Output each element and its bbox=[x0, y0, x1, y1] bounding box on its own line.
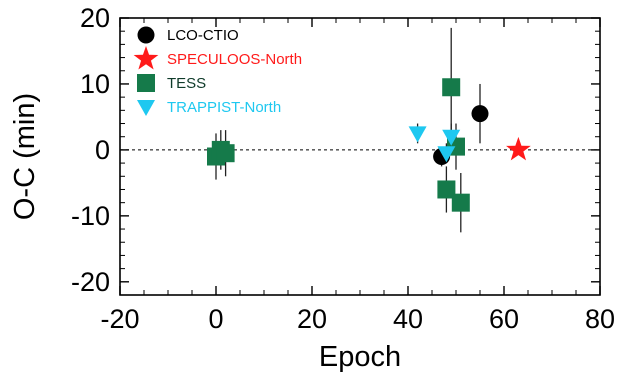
y-tick-label: 20 bbox=[80, 3, 110, 33]
x-axis-title: Epoch bbox=[319, 341, 401, 373]
y-tick-label: -20 bbox=[71, 267, 110, 297]
x-tick-label: 80 bbox=[585, 304, 615, 334]
tick-layer: -20 0 20 40 60 80 -20 -10 0 10 20 bbox=[71, 3, 615, 334]
legend-marker-speculoos-north bbox=[133, 46, 159, 70]
y-axis-title: O-C (min) bbox=[9, 93, 41, 220]
trappist-north-point bbox=[437, 146, 456, 163]
tess-point bbox=[437, 180, 456, 199]
trappist-north-point bbox=[442, 129, 461, 146]
tess-point bbox=[451, 193, 470, 212]
legend-label-tess: TESS bbox=[167, 75, 206, 92]
marker-layer bbox=[207, 78, 531, 212]
legend: LCO-CTIO SPECULOOS-North TESS TRAPPIST-Nort… bbox=[133, 26, 302, 116]
tess-point bbox=[216, 144, 235, 163]
y-tick-label: -10 bbox=[71, 201, 110, 231]
lco-ctio-point bbox=[471, 105, 489, 123]
x-tick-label: 0 bbox=[208, 304, 223, 334]
x-tick-label: 40 bbox=[393, 304, 423, 334]
y-tick-label: 0 bbox=[95, 135, 110, 165]
legend-marker-tess bbox=[137, 74, 155, 92]
trappist-north-point bbox=[408, 126, 427, 143]
x-tick-label: -20 bbox=[100, 304, 139, 334]
legend-marker-trappist-north bbox=[137, 100, 155, 116]
x-tick-label: 20 bbox=[297, 304, 327, 334]
speculoos-north-point bbox=[506, 136, 531, 161]
legend-label-trappist-north: TRAPPIST-North bbox=[167, 99, 281, 116]
legend-label-speculoos-north: SPECULOOS-North bbox=[167, 51, 302, 68]
legend-marker-lco-ctio bbox=[137, 26, 155, 44]
legend-label-lco-ctio: LCO-CTIO bbox=[167, 27, 239, 44]
y-tick-label: 10 bbox=[80, 69, 110, 99]
tess-point bbox=[442, 78, 461, 97]
x-tick-label: 60 bbox=[489, 304, 519, 334]
